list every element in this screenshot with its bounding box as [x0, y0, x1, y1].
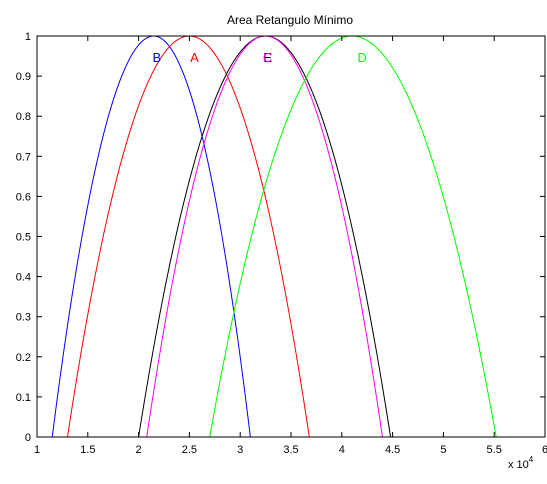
curve-label-c: C	[263, 50, 272, 65]
x-tick-label: 5.5	[487, 444, 502, 456]
curve-labels: B A EC D	[153, 50, 367, 65]
x-tick-label: 4	[339, 444, 345, 456]
series-line-d	[209, 35, 497, 438]
series-line-a	[66, 35, 310, 438]
y-tick-label: 0.2	[16, 352, 31, 364]
x-multiplier-exponent: 4	[529, 455, 534, 464]
x-tick-label: 1	[34, 444, 40, 456]
curve-label-a: A	[190, 50, 199, 65]
x-tick-label: 2	[136, 444, 142, 456]
curves	[51, 35, 497, 438]
curve-label-e: E	[263, 50, 272, 65]
curve-label-b: B	[153, 50, 162, 65]
y-tick-label: 0	[25, 432, 31, 444]
y-tick-label: 0.7	[16, 151, 31, 163]
x-tick-label: 1.5	[80, 444, 95, 456]
y-tick-label: 0.3	[16, 312, 31, 324]
chart-title: Area Retangulo Mínimo	[227, 13, 353, 27]
y-tick-label: 0.1	[16, 392, 31, 404]
x-tick-label: 5	[440, 444, 446, 456]
y-tick-label: 0.4	[16, 272, 31, 284]
y-tick-label: 0.6	[16, 191, 31, 203]
y-tick-label: 0.9	[16, 71, 31, 83]
x-tick-label: 6	[542, 444, 547, 456]
axis-ticks: 1 1.5 2 2.5 3 3.5 4 4.5 5 5.5 6 0 0.1 0.2 0.3 0.4 0.5 0.6…	[16, 31, 547, 456]
curve-label-d: D	[357, 50, 366, 65]
series-line-c	[146, 35, 383, 438]
x-tick-label: 2.5	[182, 444, 197, 456]
x-multiplier-base: x 10	[508, 459, 529, 471]
x-multiplier: x 104	[508, 455, 534, 471]
y-tick-label: 1	[25, 31, 31, 43]
x-tick-label: 4.5	[385, 444, 400, 456]
series-line-e	[138, 35, 392, 438]
y-tick-label: 0.5	[16, 232, 31, 244]
plot-frame	[36, 35, 546, 438]
x-tick-label: 3.5	[283, 444, 298, 456]
x-tick-label: 3	[237, 444, 243, 456]
y-tick-label: 0.8	[16, 111, 31, 123]
